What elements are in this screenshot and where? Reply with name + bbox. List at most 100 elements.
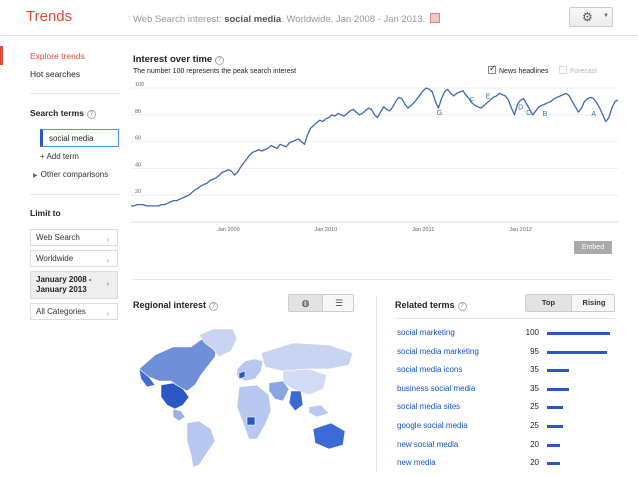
news-marker-f[interactable]: F [470,98,474,105]
related-term-link[interactable]: social marketing [397,328,455,337]
search-term-input[interactable]: social media [40,129,119,147]
related-term-bar [547,350,607,354]
related-term-value: 20 [530,439,539,449]
chevron-right-icon: › [106,281,109,288]
related-term-value: 100 [525,328,539,337]
related-term-row[interactable]: business social media 35 [395,384,617,396]
section-divider [133,279,613,280]
search-type-dropdown[interactable]: Web Search › [30,229,118,246]
interest-line-chart[interactable]: 20 40 60 80 100 Jan 2009 Jan 2010 Jan 2011 Jan … [131,82,618,240]
related-term-bar [547,332,610,335]
related-term-row[interactable]: new media 20 [395,458,617,470]
news-headlines-checkbox[interactable]: News headlines [488,63,549,75]
related-terms-label: Related terms [395,300,455,310]
share-icon[interactable] [430,13,441,23]
y-tick-label: 80 [135,109,141,115]
news-marker-g[interactable]: G [437,110,442,117]
checkbox-checked-icon [488,63,497,74]
region-dropdown[interactable]: Worldwide › [30,250,118,267]
help-icon[interactable]: ? [86,110,96,119]
regional-interest-label: Regional interest [133,300,207,310]
chevron-right-icon: › [106,236,109,244]
news-marker-d[interactable]: D [518,104,523,111]
news-marker-b[interactable]: B [543,111,548,118]
related-term-row[interactable]: social media marketing 95 [395,347,617,359]
category-dropdown[interactable]: All Categories › [30,303,118,320]
nav-hot-searches[interactable]: Hot searches [30,69,81,79]
related-term-link[interactable]: new social media [397,439,459,449]
related-term-link[interactable]: social media icons [397,365,463,375]
summary-prefix: Web Search interest: [133,14,225,25]
related-term-link[interactable]: social media marketing [397,346,479,356]
other-comparisons-label: Other comparisons [40,170,109,179]
related-term-value: 95 [530,346,539,356]
news-marker-e[interactable]: E [486,94,491,101]
globe-icon[interactable]: ◍ [289,295,322,311]
series-line[interactable] [131,87,618,207]
embed-button[interactable]: Embed [574,241,612,254]
world-map[interactable] [133,325,358,470]
help-icon[interactable]: ? [215,56,225,65]
help-icon[interactable]: ? [457,302,467,311]
related-term-row[interactable]: social media sites 25 [395,402,617,414]
y-tick-label: 60 [135,136,141,142]
interest-subtitle: The number 100 represents the peak searc… [133,68,297,75]
nav-explore-trends[interactable]: Explore trends [30,51,85,61]
related-term-bar [547,462,560,466]
related-term-link[interactable]: new media [397,458,436,468]
add-term-link[interactable]: + Add term [40,152,79,161]
other-comparisons-toggle[interactable]: ▶ Other comparisons [33,170,108,179]
x-tick-label: Jan 2010 [314,227,337,233]
related-term-link[interactable]: business social media [397,383,476,393]
related-term-link[interactable]: google social media [397,421,468,430]
checkbox-icon [559,66,567,74]
x-tick-label: Jan 2012 [509,227,532,233]
related-term-link[interactable]: social media sites [397,402,461,412]
related-term-value: 35 [530,365,539,375]
interest-over-time-heading: Interest over time? [133,54,225,65]
related-term-value: 20 [530,458,539,468]
related-term-value: 25 [530,421,539,430]
limit-to-heading: Limit to [30,208,61,218]
date-range-dropdown[interactable]: January 2008 - January 2013 › [30,271,118,299]
top-bar: Trends Web Search interest: social media… [0,0,638,36]
gear-icon: ⚙ [582,10,593,24]
help-icon[interactable]: ? [209,302,219,311]
related-term-row[interactable]: social marketing 100 [395,328,617,340]
related-term-row[interactable]: google social media 25 [395,421,617,433]
trends-logo[interactable]: Trends [26,8,73,25]
panel-divider [376,296,377,472]
sidebar-divider [30,93,120,94]
chevron-right-icon: › [106,310,109,318]
related-term-bar [547,387,570,391]
interest-over-time-label: Interest over time [133,54,213,65]
settings-button[interactable]: ⚙ ▼ [569,7,613,27]
region-value: Worldwide [36,254,74,263]
related-term-value: 35 [530,383,539,393]
news-marker-a[interactable]: A [591,111,596,118]
category-value: All Categories [36,307,86,316]
y-tick-label: 40 [135,162,141,168]
query-summary: Web Search interest: social media. World… [133,13,441,25]
x-tick-label: Jan 2009 [217,227,240,233]
related-term-bar [547,406,563,410]
search-terms-label: Search terms [30,108,84,118]
related-terms-toggle: Top Rising [525,294,615,312]
news-marker-c[interactable]: C [526,110,531,117]
regional-interest-heading: Regional interest? [133,300,219,311]
related-term-value: 25 [530,402,539,412]
related-term-row[interactable]: social media icons 35 [395,365,617,377]
news-headlines-label: News headlines [499,68,549,75]
tab-top[interactable]: Top [526,295,571,311]
summary-term: social media [224,14,282,25]
forecast-label: Forecast [570,68,598,75]
x-tick-label: Jan 2011 [412,227,434,233]
list-icon[interactable]: ☰ [322,295,353,311]
forecast-checkbox[interactable]: Forecast [559,66,597,75]
tab-rising[interactable]: Rising [571,295,614,311]
active-indicator [0,46,3,65]
related-term-bar [547,369,570,373]
related-term-row[interactable]: new social media 20 [395,440,617,452]
date-range-line-1: January 2008 - [36,275,92,284]
related-terms-heading: Related terms? [395,300,467,311]
